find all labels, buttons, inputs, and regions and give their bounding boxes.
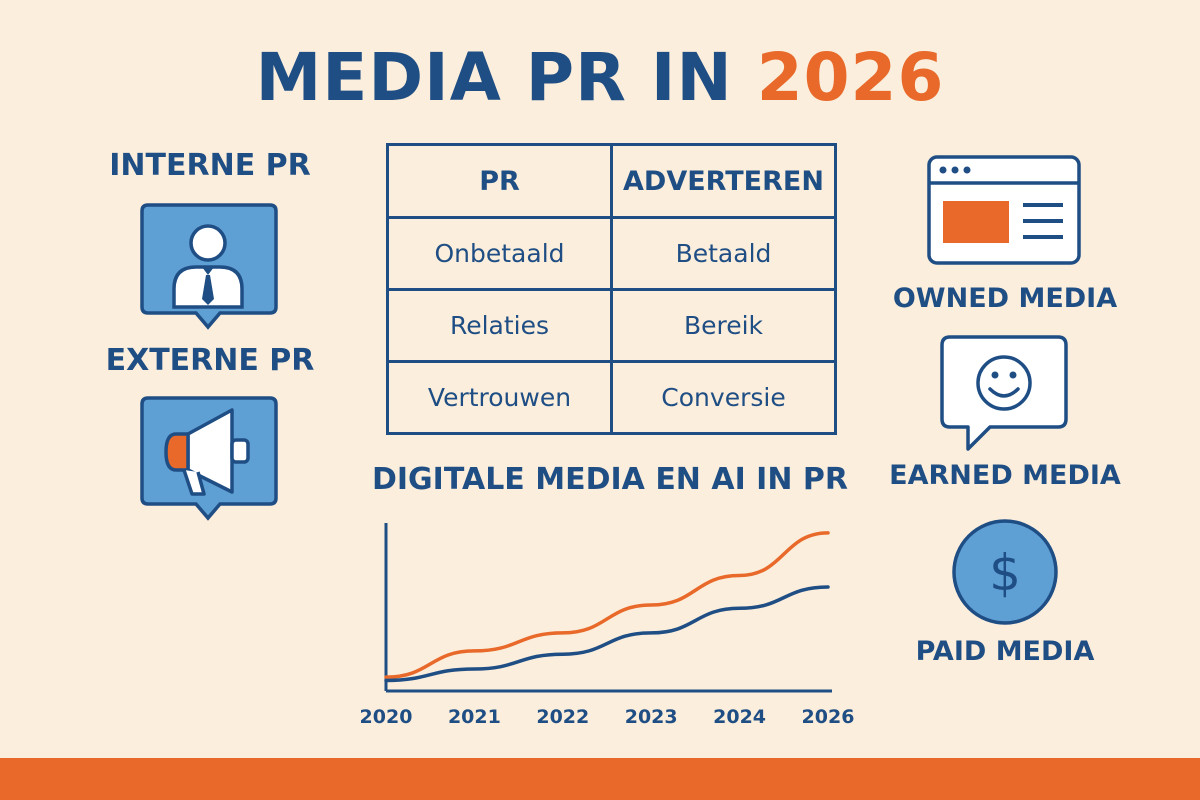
external-pr-label: EXTERNE PR bbox=[105, 343, 315, 378]
smiley-speech-bubble-icon bbox=[940, 335, 1068, 451]
browser-window-icon bbox=[927, 155, 1081, 265]
person-tie-icon bbox=[140, 203, 278, 330]
x-tick-label: 2023 bbox=[624, 706, 678, 728]
dollar-coin-icon: $ bbox=[952, 519, 1058, 625]
table-cell: Bereik bbox=[610, 288, 837, 363]
title-main: MEDIA PR IN bbox=[255, 39, 757, 116]
megaphone-icon bbox=[140, 396, 278, 521]
x-tick-label: 2020 bbox=[359, 706, 413, 728]
title-accent: 2026 bbox=[756, 39, 945, 116]
page-title: MEDIA PR IN 2026 bbox=[0, 38, 1200, 118]
series-line-0 bbox=[384, 531, 830, 679]
table-row: Vertrouwen Conversie bbox=[386, 360, 837, 435]
line-chart bbox=[384, 523, 832, 693]
table-cell: Vertrouwen bbox=[386, 360, 613, 435]
chart-title: DIGITALE MEDIA EN AI IN PR bbox=[371, 462, 848, 497]
svg-text:$: $ bbox=[989, 544, 1021, 602]
x-tick-label: 2022 bbox=[536, 706, 590, 728]
table-cell: Onbetaald bbox=[386, 216, 613, 291]
table-cell: Relaties bbox=[386, 288, 613, 363]
table-header-row: PR ADVERTEREN bbox=[386, 143, 837, 219]
table-row: Relaties Bereik bbox=[386, 288, 837, 363]
table-header-pr: PR bbox=[386, 143, 613, 219]
series-line-1 bbox=[384, 585, 830, 683]
x-tick-label: 2024 bbox=[713, 706, 767, 728]
earned-media-label: EARNED MEDIA bbox=[889, 460, 1121, 491]
paid-media-label: PAID MEDIA bbox=[915, 636, 1095, 667]
pr-vs-advertising-table: PR ADVERTEREN Onbetaald Betaald Relaties… bbox=[386, 143, 837, 435]
table-cell: Betaald bbox=[610, 216, 837, 291]
table-row: Onbetaald Betaald bbox=[386, 216, 837, 291]
table-header-advertising: ADVERTEREN bbox=[610, 143, 837, 219]
owned-media-label: OWNED MEDIA bbox=[892, 283, 1118, 314]
x-tick-label: 2021 bbox=[447, 706, 501, 728]
internal-pr-label: INTERNE PR bbox=[109, 148, 311, 183]
x-tick-label: 2026 bbox=[801, 706, 855, 728]
footer-bar bbox=[0, 758, 1200, 800]
table-cell: Conversie bbox=[610, 360, 837, 435]
